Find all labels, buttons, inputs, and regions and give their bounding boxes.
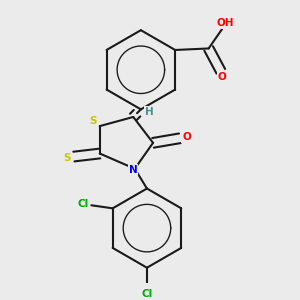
Text: O: O	[182, 132, 191, 142]
Text: Cl: Cl	[77, 200, 88, 209]
Text: S: S	[89, 116, 97, 126]
Text: S: S	[63, 153, 71, 163]
Text: Cl: Cl	[141, 289, 153, 299]
Text: N: N	[129, 165, 138, 175]
Text: OH: OH	[217, 18, 234, 28]
Text: O: O	[218, 72, 227, 82]
Text: H: H	[145, 106, 154, 117]
